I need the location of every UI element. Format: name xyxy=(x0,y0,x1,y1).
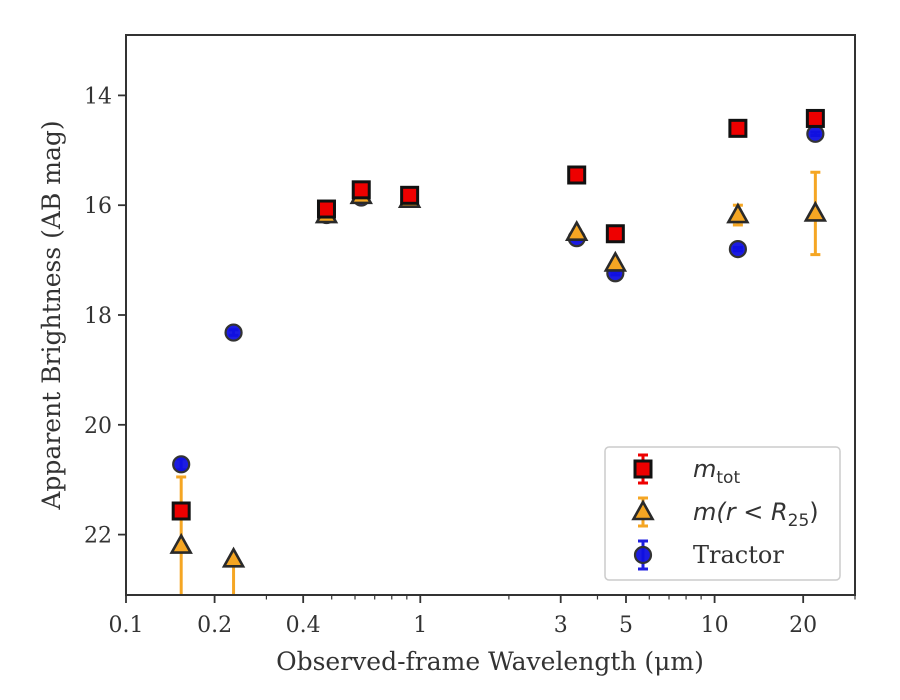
mtot-point-2 xyxy=(351,180,371,200)
y-axis: 14 16 18 20 22 xyxy=(84,84,126,549)
mtot-point-3 xyxy=(400,185,420,205)
x-axis: 0.1 0.2 0.4 1 3 5 10 20 xyxy=(109,595,856,638)
mtot-point-5 xyxy=(605,224,625,244)
legend-tractor-label-main: Tractor xyxy=(693,541,784,569)
mtot-point-7 xyxy=(805,108,825,128)
mr25-point-0 xyxy=(169,532,193,554)
legend-tractor-marker xyxy=(633,545,653,565)
mr25-point-5 xyxy=(564,219,589,241)
mr25-point-1 xyxy=(221,546,246,568)
mr25-point-8 xyxy=(803,200,828,222)
legend-box xyxy=(604,446,841,581)
x-tick-label-1: 0.2 xyxy=(197,613,232,638)
x-tick-label-4: 3 xyxy=(554,613,568,638)
series-mtot xyxy=(171,108,825,521)
legend-mr25-label: m(r < R25) xyxy=(693,498,819,531)
y-tick-label-2: 18 xyxy=(84,304,112,329)
y-tick-label-3: 20 xyxy=(84,414,112,439)
legend-mtot-label-main: m xyxy=(693,455,716,483)
series-tractor xyxy=(172,124,825,474)
y-tick-label-4: 22 xyxy=(84,524,112,549)
x-tick-label-7: 20 xyxy=(789,613,817,638)
x-tick-label-3: 1 xyxy=(413,613,427,638)
data-marks xyxy=(169,108,828,595)
legend-mr25-label-suffix: ) xyxy=(809,498,818,526)
mtot-point-0 xyxy=(171,501,191,521)
x-axis-title: Observed-frame Wavelength (μm) xyxy=(276,647,704,676)
tractor-point-7 xyxy=(728,240,747,259)
tractor-point-8 xyxy=(806,124,825,143)
x-tick-label-2: 0.4 xyxy=(286,613,321,638)
tractor-point-0 xyxy=(172,455,191,474)
y-tick-label-0: 14 xyxy=(84,84,112,109)
tractor-point-1 xyxy=(224,323,243,342)
x-tick-label-0: 0.1 xyxy=(109,613,144,638)
y-axis-title: Apparent Brightness (AB mag) xyxy=(37,120,66,510)
legend-mr25-label-main: m(r < R xyxy=(693,498,788,526)
y-tick-label-1: 16 xyxy=(84,194,112,219)
legend-tractor-label: Tractor xyxy=(693,541,784,569)
legend-mr25-label-subscript: 25 xyxy=(788,511,810,531)
mtot-point-4 xyxy=(567,165,587,185)
x-tick-label-6: 10 xyxy=(701,613,729,638)
mtot-point-6 xyxy=(728,118,748,138)
legend-mtot-label-subscript: tot xyxy=(716,468,740,488)
legend: mtot m(r < R25) Tractor xyxy=(604,446,841,581)
mr25-point-7 xyxy=(726,202,750,224)
x-tick-label-5: 5 xyxy=(619,613,633,638)
legend-mr25-marker xyxy=(631,499,655,521)
mr25-point-6 xyxy=(603,250,628,272)
mtot-point-1 xyxy=(316,199,336,219)
legend-mtot-marker xyxy=(633,459,653,479)
legend-mtot-label: mtot xyxy=(693,455,740,488)
